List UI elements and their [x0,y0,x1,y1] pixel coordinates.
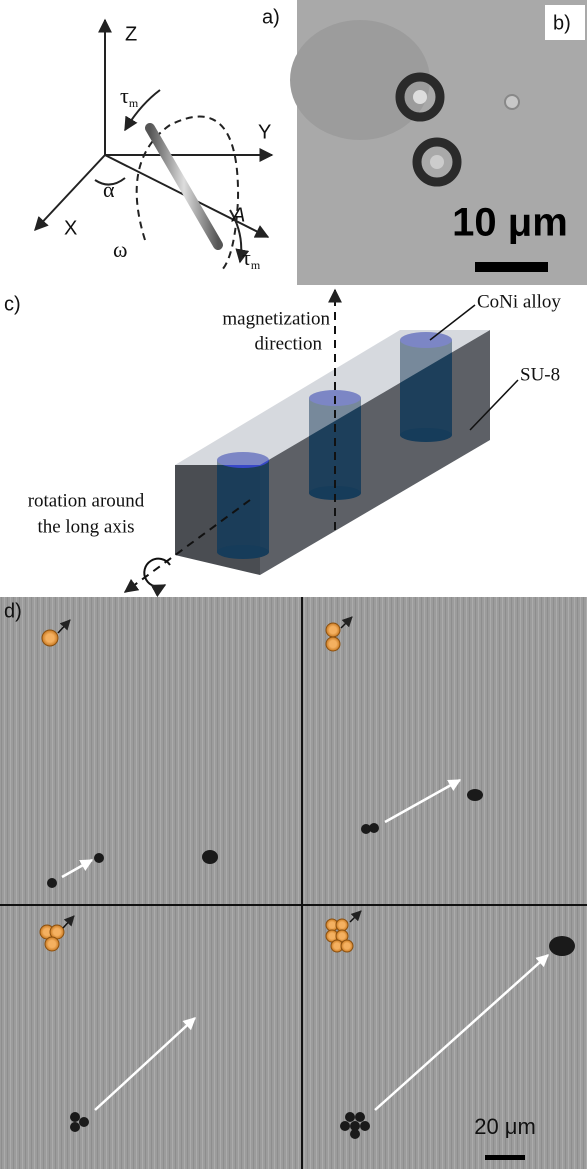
axis-label: A [231,204,245,226]
shape [350,1129,360,1139]
shape [47,878,57,888]
shape [549,936,575,956]
panel-label: b) [553,12,571,34]
torque-subscript: m [251,258,261,272]
shape [42,630,58,646]
annotation: rotation around [28,490,145,511]
rod [150,128,218,245]
shape [467,789,483,801]
annotation: CoNi alloy [477,291,561,312]
panel-a-labels: a) Z Y X A α ω τm τm [64,6,280,271]
shape [355,1112,365,1122]
figure: a) Z Y X A α ω τm τm 10 μm b) c) [0,0,587,1169]
shape [79,1117,89,1127]
particle-center [430,155,444,169]
shape [340,1121,350,1131]
annotation: direction [254,333,322,354]
shape [217,545,269,559]
axis-label: X [64,217,77,239]
micrograph [0,597,587,1169]
axis-label: Z [125,23,137,45]
shape [341,940,353,952]
panel-b: 10 μm b) [290,0,587,285]
axis-label: Y [258,121,271,143]
shape [94,853,104,863]
scale-bar [475,262,548,272]
shape [45,937,59,951]
torque-symbol: τm [242,245,261,272]
shape [336,919,348,931]
annotation: the long axis [37,516,134,537]
shape [326,637,340,651]
scale-label: 20 μm [474,1114,536,1139]
panel-label: d) [4,600,22,622]
particle-center [413,90,427,104]
shape [369,823,379,833]
shape [360,1121,370,1131]
shape [217,460,269,552]
torque-symbol: τ [120,83,129,108]
particle [505,95,519,109]
shape [345,1112,355,1122]
rate-symbol: ω [113,237,127,262]
torque-symbol: τm [120,83,139,110]
annotation: magnetization [222,308,330,329]
shape [202,850,218,864]
panel-c: c) magnetization direction CoNi alloy SU… [4,290,561,592]
shape [70,1112,80,1122]
annotation: SU-8 [520,364,560,385]
scale-label: 10 μm [452,201,568,245]
shape [326,623,340,637]
shape [400,428,452,442]
panel-label: c) [4,293,21,315]
panel-label: a) [262,6,280,28]
panel-d: d) 20 μm [0,597,587,1169]
torque-symbol: τ [242,245,251,270]
scale-bar [485,1155,525,1160]
angle-symbol: α [103,177,115,202]
torque-subscript: m [129,96,139,110]
shape [70,1122,80,1132]
